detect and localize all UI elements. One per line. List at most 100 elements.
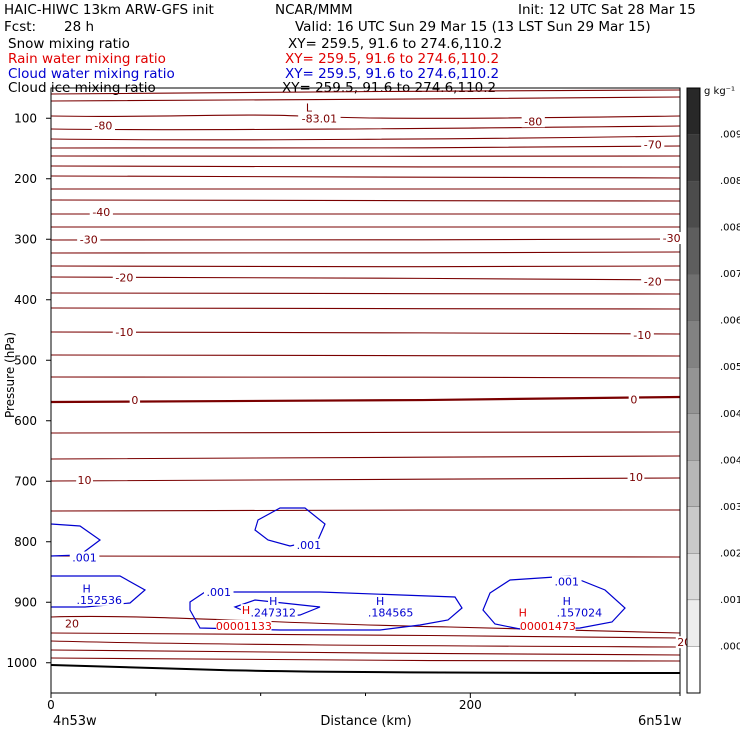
colorbar-tick-label: .0024 [720,548,740,559]
field-xy-snow: XY= 259.5, 91.6 to 274.6,110.2 [288,36,503,52]
temperature-contour-label-bg [303,101,315,114]
cloud-water-label: .001 [72,551,97,564]
colorbar-unit: g kg⁻¹ [704,86,735,97]
temperature-contour-label: -80 [524,115,542,128]
field-name-snow: Snow mixing ratio [8,36,130,52]
rain-water-label: 00001473 [520,620,576,633]
rain-water-label: H [242,604,250,617]
field-name-cloud-water: Cloud water mixing ratio [8,66,175,82]
cloud-water-label: .184565 [368,607,414,620]
field-xy-rain: XY= 259.5, 91.6 to 274.6,110.2 [285,51,500,67]
cloud-water-label-bg [74,593,124,606]
temperature-contour-label: 10 [629,471,643,484]
cloud-water-label-bg [69,551,100,564]
temperature-contour-label-bg [112,325,136,338]
colorbar-swatch [686,460,701,507]
colorbar-swatch [686,227,701,275]
colorbar-tick-label: .0016 [720,595,740,606]
temperature-contour-label: 0 [630,394,637,407]
cloud-water-label: .001 [206,586,231,599]
forecast-hours: 28 h [64,19,95,35]
x-tick-label: 200 [459,698,482,712]
x-axis-title: Distance (km) [320,714,411,729]
cloud-water-label: .247312 [250,607,296,620]
cloud-water-label: H [269,595,277,608]
colorbar-swatch [686,180,701,228]
temperature-contour-label: -30 [80,233,98,246]
colorbar-swatch [686,134,701,182]
cloud-water-label-bg [366,606,416,619]
colorbar-swatch [686,367,701,414]
rain-water-label: H [519,607,527,620]
model-title: HAIC-HIWC 13km ARW-GFS init [4,2,214,18]
colorbar-tick-label: .0088 [720,176,740,187]
cloud-water-label: .152536 [76,594,122,607]
valid-time: Valid: 16 UTC Sun 29 Mar 15 (13 LST Sun … [295,19,651,35]
temperature-contour-label: -10 [115,326,133,339]
y-tick-label: 1000 [6,656,37,670]
colorbar-swatch [686,274,701,321]
temperature-contour-label: 20 [65,617,79,630]
y-tick-label: 100 [14,111,37,125]
organization-label: NCAR/MMM [275,2,353,18]
y-tick-label: 300 [14,232,37,246]
colorbar-swatch [686,599,701,647]
temperature-contour-label-bg [521,115,545,128]
temperature-contour-label: 0 [131,394,138,407]
y-tick-label: 400 [14,293,37,307]
y-tick-label: 500 [14,353,37,367]
temperature-contour-label-bg [77,233,101,246]
cloud-water-label: H [563,595,571,608]
colorbar-tick-label: .0008 [720,641,740,652]
rain-water-label-bg [520,619,576,632]
colorbar-tick-label: .0072 [720,269,740,280]
colorbar-tick-label: .0048 [720,409,740,420]
temperature-contour-label-bg [76,474,93,487]
temperature-contour-label-bg [627,471,645,484]
cloud-water-label-bg [248,606,298,619]
y-tick-label: 800 [14,535,37,549]
temperature-contour-label-bg [89,206,113,219]
temperature-contour-label-bg [660,232,684,245]
init-time: Init: 12 UTC Sat 28 Mar 15 [518,2,696,18]
field-xy-cloud-water: XY= 259.5, 91.6 to 274.6,110.2 [285,66,500,82]
temperature-contour-label: -83.01 [302,112,337,125]
temperature-contour-label: -30 [663,232,681,245]
colorbar-tick-label: .0056 [720,362,740,373]
temperature-contour-label-bg [630,328,654,341]
colorbar-tick-label: .0032 [720,502,740,513]
x-end-location: 6n51w [638,714,682,729]
temperature-contour-label-bg [63,617,81,630]
temperature-contour-label: -10 [633,329,651,342]
colorbar-swatch [686,646,701,694]
colorbar-frame [686,87,701,694]
colorbar-swatch [686,320,701,368]
x-tick-label: 0 [47,698,55,712]
temperature-contour-label-bg [91,119,116,132]
colorbar-swatch [686,553,701,601]
cloud-water-label-bg [203,585,234,598]
y-axis-title: Pressure (hPa) [3,332,17,418]
cloud-water-label-bg [551,575,582,588]
temperature-contour-label: -70 [644,138,662,151]
temperature-contour-label: -80 [94,120,112,133]
temperature-contour-label-bg [628,393,640,406]
cloud-water-label-bg [374,595,386,608]
cloud-water-label: .001 [555,576,580,589]
field-name-rain: Rain water mixing ratio [8,51,166,67]
cloud-water-label-bg [81,582,92,595]
temperature-contour-label: -20 [644,276,662,289]
colorbar-swatch [686,87,701,135]
rain-water-label-bg [216,619,272,632]
temperature-contour-label: L [306,101,313,114]
y-tick-label: 600 [14,414,37,428]
colorbar-tick-label: .0064 [720,316,740,327]
rain-water-label-bg [240,604,252,617]
temperature-contour-label-bg [298,112,341,125]
temperature-contour-label-bg [112,271,136,284]
forecast-label: Fcst: [4,19,37,35]
cloud-water-label-bg [561,595,572,608]
temperature-contour-label-bg [641,138,665,151]
x-start-location: 4n53w [53,714,97,729]
y-tick-label: 200 [14,172,37,186]
